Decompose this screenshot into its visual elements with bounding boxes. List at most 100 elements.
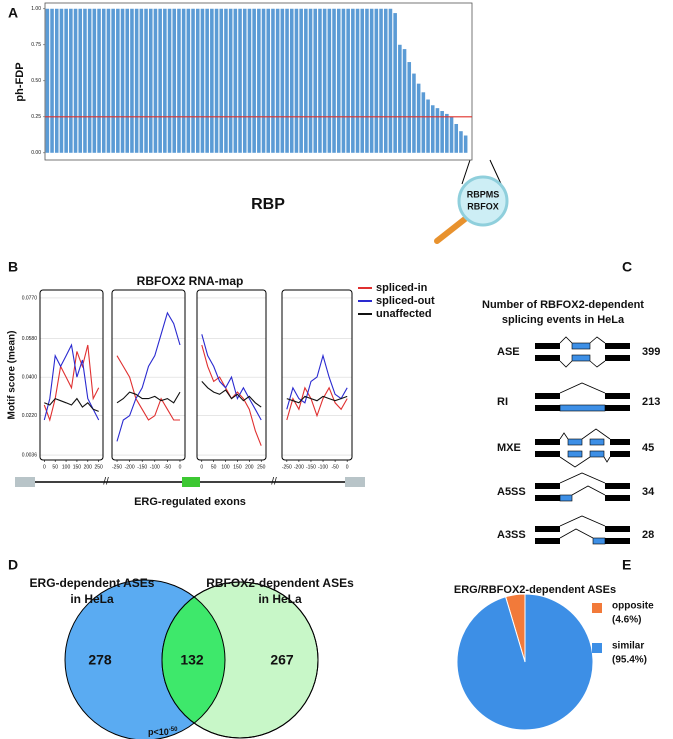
bar	[64, 8, 68, 153]
series-line	[116, 391, 181, 404]
bar	[398, 44, 402, 153]
intron	[559, 528, 594, 539]
event-label: ASE	[497, 346, 520, 358]
bar	[167, 8, 172, 153]
event-label: MXE	[497, 442, 521, 454]
pie-slice	[456, 593, 594, 731]
bar	[186, 8, 191, 153]
bar	[73, 8, 78, 153]
bar	[238, 8, 242, 153]
x-axis-label: RBP	[251, 196, 285, 213]
x-tick-label: -100	[318, 464, 328, 470]
set-label: RBFOX2-dependent ASEs	[206, 576, 354, 590]
legend-label: spliced-in	[376, 282, 428, 294]
bar	[45, 8, 50, 153]
bar	[54, 8, 59, 153]
series-line	[43, 343, 100, 421]
set-outline	[161, 581, 319, 739]
bar	[153, 8, 158, 153]
event-row: RI 213	[497, 382, 660, 412]
x-tick-label: 50	[211, 464, 217, 470]
callout-line	[489, 159, 503, 187]
bar	[181, 8, 186, 153]
bar	[83, 8, 87, 153]
legend-label: spliced-out	[376, 295, 435, 307]
event-count: 28	[642, 529, 654, 541]
y-axis-label: Motif score (mean)	[7, 331, 18, 420]
bar	[205, 8, 209, 153]
bar	[369, 8, 374, 153]
bar	[374, 8, 379, 153]
bar	[440, 111, 444, 153]
bar	[351, 8, 355, 153]
intron	[559, 456, 591, 468]
bar	[130, 8, 134, 153]
series-line	[286, 353, 348, 410]
series-line	[201, 381, 262, 408]
exon	[605, 355, 630, 361]
bar	[294, 8, 299, 153]
bar	[257, 8, 261, 153]
y-tick-label: 0.0036	[22, 452, 38, 458]
exon	[535, 343, 560, 349]
magnifier-handle	[434, 216, 468, 244]
exon	[535, 439, 560, 445]
chart-title: RBFOX2 RNA-map	[137, 274, 244, 288]
panel-frame	[281, 289, 353, 461]
y-tick-label: 0.75	[31, 42, 41, 48]
exon	[610, 439, 630, 445]
exon	[605, 343, 630, 349]
bar	[327, 8, 332, 153]
bar	[210, 8, 214, 153]
x-tick-label: -250	[112, 464, 122, 470]
legend-label: similar	[612, 641, 644, 652]
exon	[571, 354, 591, 362]
intron	[589, 360, 606, 368]
bar	[430, 105, 435, 153]
exon	[535, 483, 560, 489]
exon	[571, 342, 591, 350]
callout-label: RBPMS	[467, 189, 500, 199]
bar	[383, 8, 388, 153]
exon	[605, 405, 630, 411]
exon	[535, 393, 560, 399]
series-line	[43, 344, 100, 422]
bar	[214, 8, 219, 153]
exon	[605, 495, 630, 501]
x-tick-label: 200	[245, 464, 254, 470]
x-tick-label: -250	[282, 464, 292, 470]
bar	[379, 8, 383, 153]
plot-frame	[44, 2, 473, 161]
bar	[106, 8, 111, 153]
bar	[360, 8, 365, 153]
legend-label: opposite	[612, 601, 654, 612]
bar	[87, 8, 92, 153]
bar	[111, 8, 115, 153]
x-tick-label: -100	[150, 464, 160, 470]
bar	[59, 8, 64, 153]
bar	[247, 8, 252, 153]
exon	[589, 438, 605, 446]
region-count: 278	[88, 652, 112, 668]
series-line	[116, 355, 180, 421]
bar	[355, 8, 360, 153]
set-label: ERG-dependent ASEs	[30, 576, 155, 590]
panel-frame	[111, 289, 186, 461]
y-tick-label: 0.50	[31, 78, 41, 84]
exon	[567, 450, 583, 458]
event-row: ASE 399	[497, 336, 660, 368]
bar	[346, 8, 350, 153]
bar	[435, 108, 440, 153]
x-tick-label: -200	[125, 464, 135, 470]
intron	[581, 428, 611, 440]
x-tick-label: -50	[331, 464, 338, 470]
magnifier	[457, 175, 509, 227]
bar	[445, 113, 449, 153]
exon	[535, 526, 560, 532]
bar	[275, 8, 280, 153]
exon	[559, 494, 573, 502]
exon	[605, 538, 630, 544]
bar	[449, 116, 454, 153]
chart-title: ERG/RBFOX2-dependent ASEs	[454, 584, 616, 596]
bar	[304, 8, 308, 153]
